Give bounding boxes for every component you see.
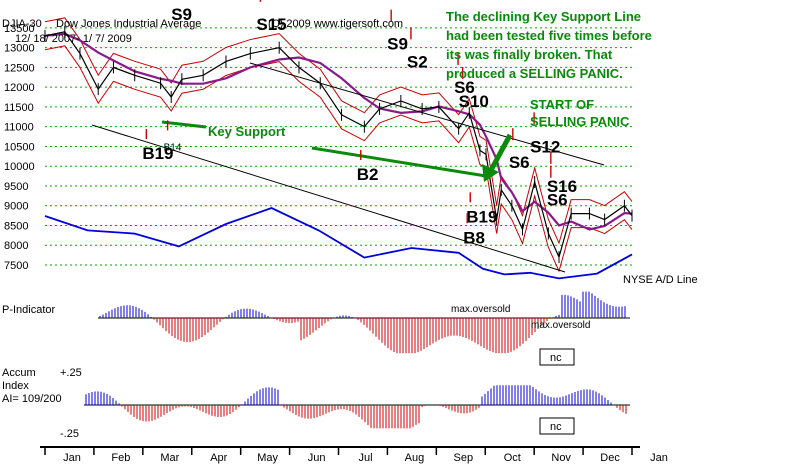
signal-label: S6 [509, 153, 530, 172]
signal-label: B19 [466, 207, 497, 226]
upper-trendline [249, 62, 605, 166]
panic-arrow [487, 133, 513, 174]
signal-label: S6 [454, 78, 475, 97]
y-tick-label: 8500 [4, 220, 28, 232]
y-tick-label: 11000 [4, 122, 34, 134]
panic-label-1: START OF [530, 97, 594, 112]
signal-label: S15 [256, 15, 286, 34]
month-label: Feb [111, 452, 130, 464]
y-tick-label: 10000 [4, 161, 35, 173]
month-label: Jan [650, 452, 668, 464]
y-tick-label: 13000 [4, 43, 35, 55]
panic-label-2: SELLING PANIC [530, 114, 630, 129]
month-label: Jul [358, 452, 372, 464]
accum-label-1: Accum [2, 367, 36, 379]
y-tick-label: 9000 [4, 201, 28, 213]
nc-label-2: nc [550, 421, 562, 433]
month-label: Apr [210, 452, 227, 464]
signal-label: S9 [387, 35, 408, 54]
y-tick-label: 13500 [4, 23, 35, 35]
accum-label-3: AI= 109/200 [2, 393, 62, 405]
commentary-line-3: its was finally broken. That [446, 47, 613, 62]
nc-label-1: nc [550, 352, 562, 364]
accum-lo-label: -.25 [60, 428, 79, 440]
signal-label: S16 [547, 177, 577, 196]
signal-label: B8 [463, 228, 485, 247]
max-oversold-2: max.oversold [531, 320, 590, 331]
moving-average [44, 32, 633, 231]
y-tick-label: 11500 [4, 102, 34, 114]
signal-label: S2 [407, 52, 428, 71]
y-axis-ticks: 7500 8000 8500 9000 9500 10000 10500 11000 11500… [4, 23, 35, 272]
signal-label: S6 [547, 191, 568, 210]
copyright: (C) 2009 www.tigersoft.com [268, 18, 403, 30]
ad-line-series [44, 207, 633, 280]
signal-label: S12 [530, 137, 560, 156]
p-indicator-histogram [98, 291, 630, 354]
month-label: Sep [454, 452, 474, 464]
month-label: Jan [63, 452, 81, 464]
accum-label-2: Index [2, 380, 29, 392]
lower-trendline [91, 124, 566, 273]
nc-box-1 [539, 348, 575, 366]
month-axis: Jan Feb Mar Apr May Jun Jul Aug Sep Oct Nov Dec Jan [40, 446, 668, 464]
commentary-line-1: The declining Key Support Line [446, 9, 641, 24]
panic-arrowhead [482, 164, 499, 182]
y-tick-label: 7500 [4, 260, 28, 272]
ad-line-label: NYSE A/D Line [623, 274, 698, 286]
month-label: Oct [504, 452, 521, 464]
symbol-label: DJIA-30 [2, 18, 42, 30]
key-support-line-1 [161, 120, 207, 129]
month-label: May [257, 452, 278, 464]
y-tick-label: 12000 [4, 82, 35, 94]
month-label: Nov [551, 452, 571, 464]
date-range: 12/ 18/ 2007- 1/ 7/ 2009 [15, 33, 132, 45]
lower-band [44, 45, 633, 273]
commentary-line-2: had been tested five times before [446, 28, 652, 43]
month-label: Jun [308, 452, 326, 464]
key-support-label: Key Support [208, 124, 286, 139]
y-tick-label: 12500 [4, 62, 35, 74]
commentary-line-4: produced a SELLING PANIC. [446, 66, 623, 81]
upper-band [44, 17, 633, 245]
index-name: Dow Jones Industrial Average [56, 18, 201, 30]
signal-label: S9 [171, 5, 192, 24]
p-indicator-label: P-Indicator [2, 304, 56, 316]
nc-box-2 [539, 417, 575, 435]
y-tick-label: 10500 [4, 141, 35, 153]
key-support-line-2 [311, 146, 487, 178]
month-label: Aug [405, 452, 425, 464]
accum-index-histogram [84, 385, 630, 429]
month-label: Mar [160, 452, 179, 464]
price-series [44, 25, 633, 264]
y-tick-label: 9500 [4, 181, 28, 193]
signal-label: S10 [459, 92, 489, 111]
max-oversold-1: max.oversold [451, 304, 510, 315]
y-tick-label: 8000 [4, 240, 28, 252]
ad-line [44, 207, 633, 280]
signal-label: B2 [357, 165, 379, 184]
signal-label: B19 [142, 144, 173, 163]
signal-label: B14 [164, 142, 182, 153]
month-label: Dec [600, 452, 620, 464]
accum-hi-label: +.25 [60, 367, 82, 379]
